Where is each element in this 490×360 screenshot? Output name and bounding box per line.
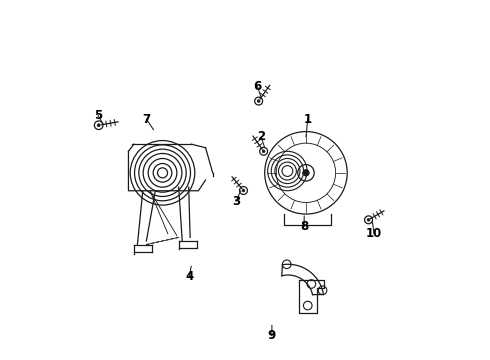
Circle shape (242, 189, 245, 192)
Text: 5: 5 (94, 109, 102, 122)
Text: 7: 7 (142, 113, 150, 126)
Circle shape (367, 219, 370, 221)
Text: 9: 9 (268, 329, 276, 342)
Text: 2: 2 (257, 130, 265, 144)
Text: 6: 6 (253, 80, 262, 93)
Circle shape (257, 100, 260, 103)
Text: 3: 3 (232, 195, 240, 208)
Circle shape (262, 150, 265, 153)
Text: 8: 8 (300, 220, 308, 233)
Text: 1: 1 (304, 113, 312, 126)
Circle shape (303, 170, 309, 176)
Text: 4: 4 (185, 270, 194, 283)
Circle shape (97, 124, 100, 127)
Text: 10: 10 (366, 227, 382, 240)
